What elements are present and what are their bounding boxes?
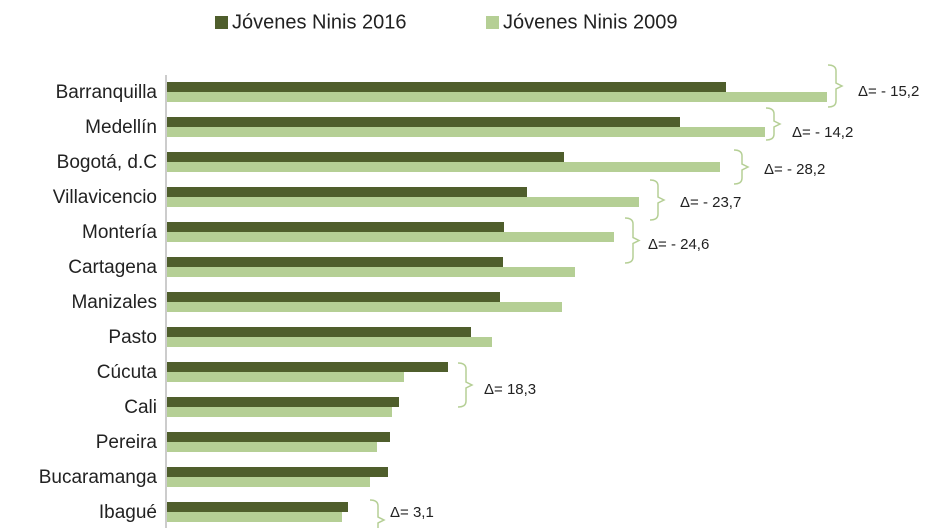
bar (167, 407, 392, 417)
bar (167, 502, 348, 512)
annotation-bracket (624, 217, 641, 264)
category-label: Ibagué (99, 502, 157, 523)
category-label: Medellín (85, 117, 157, 138)
bar (167, 222, 504, 232)
bar (167, 117, 680, 127)
category-label: Pasto (108, 327, 157, 348)
category-label: Pereira (96, 432, 158, 453)
annotation-bracket (369, 499, 386, 528)
bar (167, 127, 765, 137)
category-label: Barranquilla (56, 82, 158, 103)
bar (167, 197, 639, 207)
category-label: Cartagena (68, 257, 157, 278)
category-label: Villavicencio (53, 187, 157, 208)
bar (167, 362, 448, 372)
annotation-bracket (765, 107, 782, 141)
category-label: Manizales (71, 292, 157, 313)
annotation-bracket (733, 149, 750, 185)
category-label: Cali (124, 397, 157, 418)
bar (167, 302, 562, 312)
bar (167, 432, 390, 442)
bar (167, 442, 377, 452)
bar (167, 467, 388, 477)
bar (167, 267, 575, 277)
category-label: Bucaramanga (39, 467, 158, 488)
category-label: Cúcuta (97, 362, 158, 383)
legend-swatch (486, 16, 499, 29)
bar (167, 232, 614, 242)
bar (167, 477, 370, 487)
legend-label: Jóvenes Ninis 2016 (232, 11, 407, 33)
bar (167, 512, 342, 522)
annotation-label: Δ= - 28,2 (764, 161, 825, 178)
bar (167, 327, 471, 337)
bar (167, 372, 404, 382)
bar (167, 292, 500, 302)
annotation-label: Δ= - 23,7 (680, 194, 741, 211)
bar (167, 397, 399, 407)
bar (167, 337, 492, 347)
legend-label: Jóvenes Ninis 2009 (503, 11, 678, 33)
annotation-label: Δ= - 24,6 (648, 236, 709, 253)
bar (167, 257, 503, 267)
category-label: Montería (82, 222, 157, 243)
annotation-label: Δ= 3,1 (390, 504, 434, 521)
annotation-label: Δ= 18,3 (484, 381, 536, 398)
category-label: Bogotá, d.C (57, 152, 157, 173)
annotation-bracket (827, 64, 844, 108)
bar (167, 187, 527, 197)
bar (167, 152, 564, 162)
annotation-label: Δ= - 14,2 (792, 124, 853, 141)
bar (167, 82, 726, 92)
bar (167, 92, 827, 102)
annotation-label: Δ= - 15,2 (858, 83, 919, 100)
bar (167, 162, 720, 172)
annotation-bracket (649, 179, 666, 221)
legend-swatch (215, 16, 228, 29)
annotation-bracket (457, 362, 474, 408)
